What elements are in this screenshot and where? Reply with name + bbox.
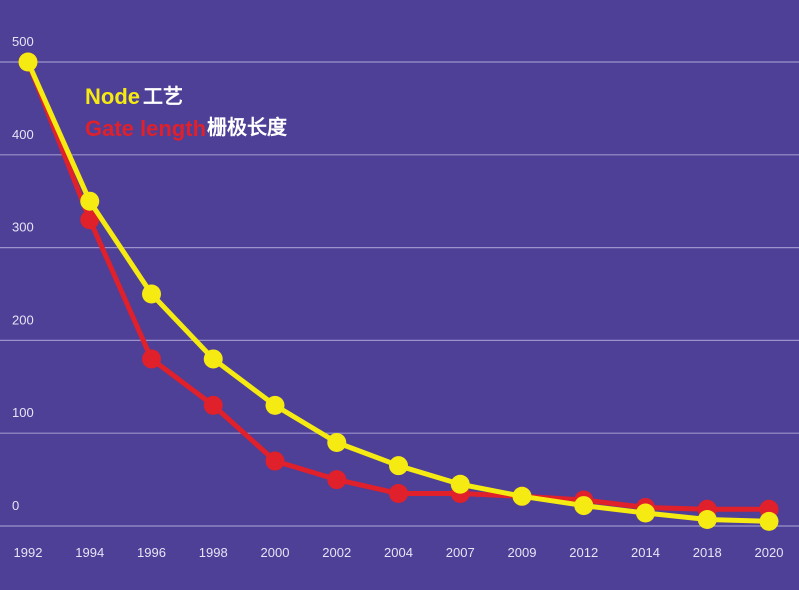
y-tick-label-400: 400	[12, 127, 34, 142]
x-tick-label-2014: 2014	[631, 545, 660, 560]
point-node-2014	[636, 503, 655, 523]
legend: Node 工艺 Gate length 栅极长度	[85, 84, 288, 141]
x-tick-label-2018: 2018	[693, 545, 722, 560]
x-tick-label-2002: 2002	[322, 545, 351, 560]
y-axis-tick-labels: 0 100 200 300 400 500	[12, 34, 34, 513]
x-axis-tick-labels: 1992 1994 1996 1998 2000 2002 2004 2007 2009 2012…	[14, 545, 784, 560]
point-node-2002	[327, 432, 347, 452]
x-tick-label-2000: 2000	[261, 545, 290, 560]
point-gate-length-2002	[327, 470, 347, 490]
x-tick-label-1992: 1992	[14, 545, 43, 560]
point-node-1996	[142, 284, 161, 304]
point-node-1994	[80, 191, 100, 211]
point-node-2004	[389, 456, 408, 476]
x-tick-label-2009: 2009	[508, 545, 537, 560]
point-node-1992	[18, 52, 38, 72]
x-tick-label-1996: 1996	[137, 545, 166, 560]
x-tick-label-1998: 1998	[199, 545, 228, 560]
point-node-2009	[512, 486, 532, 506]
y-tick-label-100: 100	[12, 405, 34, 420]
y-tick-label-300: 300	[12, 220, 34, 235]
y-tick-label-500: 500	[12, 34, 34, 49]
point-gate-length-1994	[80, 210, 100, 230]
x-tick-label-1994: 1994	[75, 545, 104, 560]
point-node-2020	[759, 511, 779, 531]
point-node-1998	[203, 349, 223, 369]
point-node-2000	[265, 395, 285, 415]
y-tick-label-0: 0	[12, 498, 19, 513]
x-tick-label-2020: 2020	[755, 545, 784, 560]
gridlines	[0, 61, 799, 527]
series-node	[18, 52, 779, 531]
point-node-2012	[574, 496, 594, 516]
point-gate-length-1998	[203, 395, 223, 415]
x-tick-label-2007: 2007	[446, 545, 475, 560]
legend-node-label-cn: 工艺	[143, 84, 183, 108]
point-gate-length-2004	[389, 484, 408, 504]
x-tick-label-2012: 2012	[569, 545, 598, 560]
point-gate-length-2000	[265, 451, 285, 471]
x-tick-label-2004: 2004	[384, 545, 413, 560]
y-tick-label-200: 200	[12, 312, 34, 327]
point-node-2007	[450, 474, 470, 494]
legend-gate-length-label-cn: 栅极长度	[207, 115, 288, 139]
series-lines	[18, 52, 779, 531]
point-gate-length-1996	[142, 349, 161, 369]
legend-node-label: Node	[85, 84, 140, 109]
point-node-2018	[697, 510, 717, 530]
legend-gate-length-label: Gate length	[85, 116, 206, 141]
